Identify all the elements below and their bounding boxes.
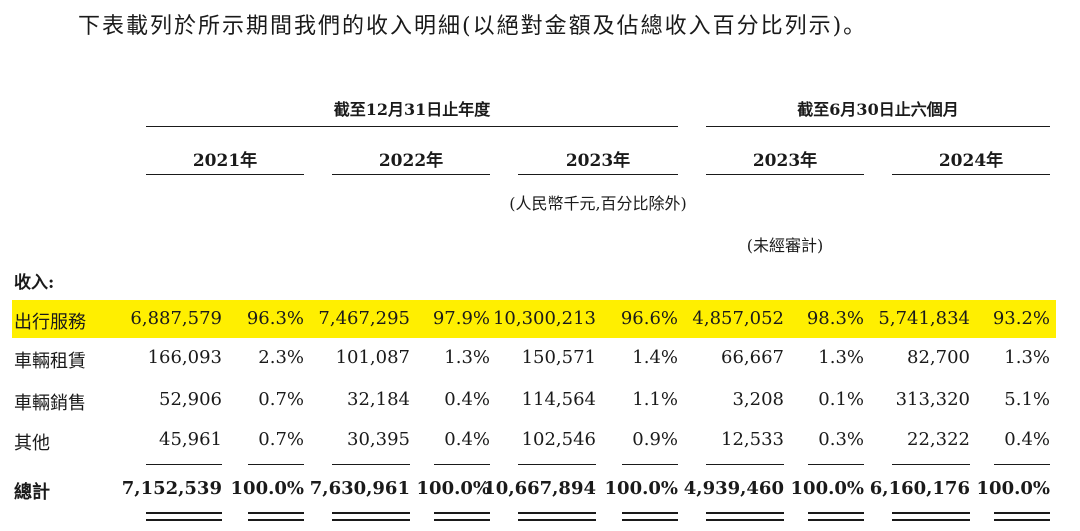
amount-cell: 7,630,961 bbox=[309, 478, 410, 499]
amount-cell: 7,467,295 bbox=[318, 308, 410, 329]
group-rule-interim bbox=[706, 126, 1050, 127]
percentage-cell: 100.0% bbox=[790, 478, 864, 499]
percentage-cell: 0.4% bbox=[444, 429, 490, 450]
amount-cell: 82,700 bbox=[907, 347, 970, 368]
subtotal-rule bbox=[518, 464, 596, 465]
amount-cell: 10,667,894 bbox=[483, 478, 596, 499]
percentage-cell: 1.3% bbox=[818, 347, 864, 368]
amount-cell: 150,571 bbox=[521, 347, 596, 368]
subtotal-rule bbox=[706, 464, 784, 465]
amount-cell: 66,667 bbox=[721, 347, 784, 368]
subtotal-rule bbox=[248, 464, 304, 465]
percentage-cell: 1.3% bbox=[1004, 347, 1050, 368]
total-double-rule bbox=[622, 512, 678, 521]
group-rule-annual bbox=[146, 126, 678, 127]
percentage-cell: 5.1% bbox=[1004, 389, 1050, 410]
amount-cell: 4,939,460 bbox=[683, 478, 784, 499]
row-label: 其他 bbox=[14, 433, 50, 454]
amount-cell: 10,300,213 bbox=[492, 308, 596, 329]
amount-cell: 114,564 bbox=[521, 389, 596, 410]
amount-cell: 45,961 bbox=[159, 429, 222, 450]
intro-text: 下表載列於所示期間我們的收入明細(以絕對金額及佔總收入百分比列示)。 bbox=[78, 14, 868, 39]
percentage-cell: 0.1% bbox=[818, 389, 864, 410]
group-header-annual: 截至12月31日止年度 bbox=[333, 100, 491, 119]
year-header-2022: 2022年 bbox=[378, 151, 444, 171]
total-double-rule bbox=[146, 512, 222, 521]
amount-cell: 313,320 bbox=[895, 389, 970, 410]
year-header-2021: 2021年 bbox=[192, 151, 258, 171]
subtotal-rule bbox=[332, 464, 410, 465]
unaudited-note: (未經審計) bbox=[746, 236, 824, 255]
amount-cell: 102,546 bbox=[521, 429, 596, 450]
percentage-cell: 0.4% bbox=[444, 389, 490, 410]
percentage-cell: 100.0% bbox=[604, 478, 678, 499]
percentage-cell: 0.9% bbox=[632, 429, 678, 450]
amount-cell: 52,906 bbox=[159, 389, 222, 410]
amount-cell: 12,533 bbox=[721, 429, 784, 450]
total-double-rule bbox=[518, 512, 596, 521]
group-header-interim: 截至6月30日止六個月 bbox=[797, 100, 959, 119]
total-double-rule bbox=[248, 512, 304, 521]
row-label: 車輛銷售 bbox=[14, 393, 86, 414]
row-label: 出行服務 bbox=[14, 312, 86, 333]
year-rule bbox=[892, 174, 1050, 175]
total-label: 總計 bbox=[14, 482, 50, 503]
total-double-rule bbox=[994, 512, 1050, 521]
percentage-cell: 1.4% bbox=[632, 347, 678, 368]
amount-cell: 30,395 bbox=[347, 429, 410, 450]
year-rule bbox=[518, 174, 678, 175]
subtotal-rule bbox=[434, 464, 490, 465]
year-header-2023-interim: 2023年 bbox=[752, 151, 818, 171]
percentage-cell: 100.0% bbox=[230, 478, 304, 499]
percentage-cell: 100.0% bbox=[976, 478, 1050, 499]
year-rule bbox=[706, 174, 864, 175]
subtotal-rule bbox=[808, 464, 864, 465]
amount-cell: 6,160,176 bbox=[869, 478, 970, 499]
amount-cell: 3,208 bbox=[732, 389, 784, 410]
percentage-cell: 0.4% bbox=[1004, 429, 1050, 450]
total-double-rule bbox=[434, 512, 490, 521]
percentage-cell: 1.3% bbox=[444, 347, 490, 368]
percentage-cell: 93.2% bbox=[992, 308, 1050, 329]
year-header-2024-interim: 2024年 bbox=[938, 151, 1004, 171]
percentage-cell: 100.0% bbox=[416, 478, 490, 499]
amount-cell: 101,087 bbox=[335, 347, 410, 368]
percentage-cell: 97.9% bbox=[432, 308, 490, 329]
subtotal-rule bbox=[622, 464, 678, 465]
amount-cell: 5,741,834 bbox=[878, 308, 970, 329]
total-double-rule bbox=[808, 512, 864, 521]
percentage-cell: 0.7% bbox=[258, 389, 304, 410]
subtotal-rule bbox=[146, 464, 222, 465]
row-label: 車輛租賃 bbox=[14, 351, 86, 372]
percentage-cell: 96.3% bbox=[246, 308, 304, 329]
amount-cell: 4,857,052 bbox=[692, 308, 784, 329]
amount-cell: 22,322 bbox=[907, 429, 970, 450]
unit-note: (人民幣千元,百分比除外) bbox=[509, 194, 687, 213]
percentage-cell: 96.6% bbox=[620, 308, 678, 329]
highlight-bar bbox=[12, 300, 1056, 338]
amount-cell: 6,887,579 bbox=[130, 308, 222, 329]
percentage-cell: 0.7% bbox=[258, 429, 304, 450]
subtotal-rule bbox=[994, 464, 1050, 465]
revenue-label: 收入: bbox=[14, 273, 55, 293]
percentage-cell: 98.3% bbox=[806, 308, 864, 329]
year-rule bbox=[332, 174, 490, 175]
amount-cell: 32,184 bbox=[347, 389, 410, 410]
percentage-cell: 0.3% bbox=[818, 429, 864, 450]
percentage-cell: 1.1% bbox=[632, 389, 678, 410]
year-rule bbox=[146, 174, 304, 175]
subtotal-rule bbox=[892, 464, 970, 465]
total-double-rule bbox=[892, 512, 970, 521]
total-double-rule bbox=[332, 512, 410, 521]
total-double-rule bbox=[706, 512, 784, 521]
percentage-cell: 2.3% bbox=[258, 347, 304, 368]
amount-cell: 7,152,539 bbox=[121, 478, 222, 499]
amount-cell: 166,093 bbox=[147, 347, 222, 368]
year-header-2023: 2023年 bbox=[565, 151, 631, 171]
